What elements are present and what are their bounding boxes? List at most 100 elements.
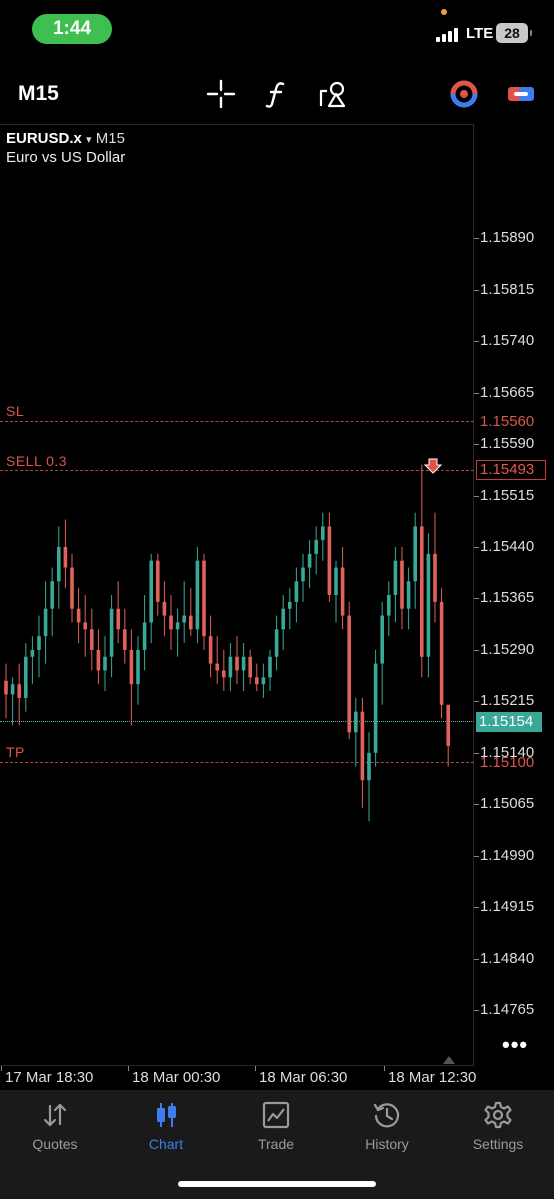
price-tick [474, 546, 479, 548]
candle [248, 649, 252, 685]
candle [294, 567, 299, 623]
candle [235, 636, 239, 685]
price-axis-label: 1.15740 [480, 332, 535, 350]
price-chart[interactable]: EURUSD.x ▾ M15 Euro vs US Dollar 1.15890… [0, 124, 554, 1066]
price-tick [474, 495, 479, 497]
price-axis-label: 1.14915 [480, 898, 535, 916]
tp-price-label: 1.15100 [480, 754, 535, 771]
candle [274, 615, 279, 671]
price-axis-label: 1.15590 [480, 435, 535, 453]
chart-icon [157, 1103, 176, 1127]
candle [222, 649, 226, 692]
time-tick [1, 1066, 2, 1071]
candle [96, 629, 101, 685]
candle [57, 526, 61, 609]
more-options-icon[interactable]: ••• [502, 1032, 529, 1057]
candle [83, 595, 87, 657]
cellular-signal-icon [436, 26, 462, 42]
tab-history[interactable]: History [342, 1100, 432, 1152]
status-time: 1:44 [32, 14, 112, 44]
function-icon[interactable] [261, 78, 293, 110]
time-label-2: 18 Mar 00:30 [132, 1069, 221, 1086]
candle [301, 553, 305, 602]
bottom-nav: Quotes Chart Trade History Settings [0, 1090, 554, 1199]
candle [433, 512, 437, 623]
candle [255, 663, 259, 692]
timeframe-selector[interactable]: M15 [18, 82, 59, 105]
candle [156, 553, 160, 616]
network-type: LTE [466, 25, 494, 42]
candle [4, 663, 8, 719]
price-tick [474, 1010, 479, 1012]
price-tick [474, 855, 479, 857]
price-axis-label: 1.14765 [480, 1001, 535, 1019]
tp-line[interactable] [0, 762, 474, 763]
indicator-icon[interactable] [448, 78, 480, 110]
time-axis: 17 Mar 18:30 18 Mar 00:30 18 Mar 06:30 1… [0, 1066, 554, 1088]
candle [37, 615, 41, 678]
candle [116, 581, 120, 644]
sl-line-label: SL [6, 403, 25, 419]
candle [195, 546, 200, 644]
tab-chart[interactable]: Chart [121, 1100, 211, 1152]
price-axis-label: 1.15665 [480, 383, 535, 401]
scroll-end-icon[interactable] [443, 1056, 455, 1064]
chart-symbol[interactable]: EURUSD.x ▾ M15 [6, 130, 125, 147]
candle [373, 649, 378, 767]
candle [360, 697, 365, 808]
candle [208, 615, 213, 678]
sell-price-label: 1.15493 [476, 460, 546, 480]
price-tick [474, 701, 479, 703]
candle [202, 553, 206, 650]
candle [288, 588, 292, 630]
trade-icon[interactable] [505, 78, 537, 110]
current-price-line [0, 721, 474, 722]
current-price-label: 1.15154 [476, 712, 542, 732]
price-tick [474, 392, 479, 394]
candle [17, 663, 21, 726]
tab-chart-label: Chart [148, 1136, 184, 1152]
candle [162, 581, 167, 637]
price-tick [474, 598, 479, 600]
tab-quotes-label: Quotes [32, 1136, 78, 1152]
tp-line-label: TP [6, 744, 25, 760]
candle [149, 553, 153, 644]
home-indicator [178, 1181, 376, 1187]
trade-tab-icon [262, 1101, 290, 1129]
candle [43, 581, 48, 664]
candle [426, 533, 431, 678]
candle [380, 601, 384, 705]
candle [228, 643, 233, 692]
price-tick [474, 289, 479, 291]
tab-quotes[interactable]: Quotes [10, 1100, 100, 1152]
candle [123, 608, 127, 664]
candle [261, 663, 266, 698]
candle [189, 588, 193, 637]
symbol-dropdown-icon: ▾ [86, 134, 92, 146]
candle [136, 636, 140, 705]
objects-icon[interactable] [317, 78, 349, 110]
tab-settings[interactable]: Settings [453, 1100, 543, 1152]
candle [268, 649, 272, 692]
candle [90, 608, 94, 671]
candle [281, 595, 285, 650]
price-axis-label: 1.15515 [480, 486, 535, 504]
price-axis-label: 1.15290 [480, 640, 535, 658]
time-tick [384, 1066, 385, 1071]
candle [50, 567, 54, 637]
sl-line[interactable] [0, 421, 474, 422]
symbol-timeframe: M15 [95, 130, 125, 147]
price-axis-label: 1.15065 [480, 795, 535, 813]
candle [63, 519, 68, 589]
price-tick [474, 238, 479, 240]
price-axis-label: 1.14990 [480, 846, 535, 864]
candle [420, 464, 424, 678]
candle [76, 588, 81, 644]
candle [413, 512, 417, 609]
price-axis-label: 1.14840 [480, 949, 535, 967]
sell-line[interactable] [0, 470, 474, 471]
tab-trade[interactable]: Trade [231, 1100, 321, 1152]
crosshair-icon[interactable] [205, 78, 237, 110]
tab-settings-label: Settings [472, 1136, 524, 1152]
history-icon [373, 1103, 400, 1128]
